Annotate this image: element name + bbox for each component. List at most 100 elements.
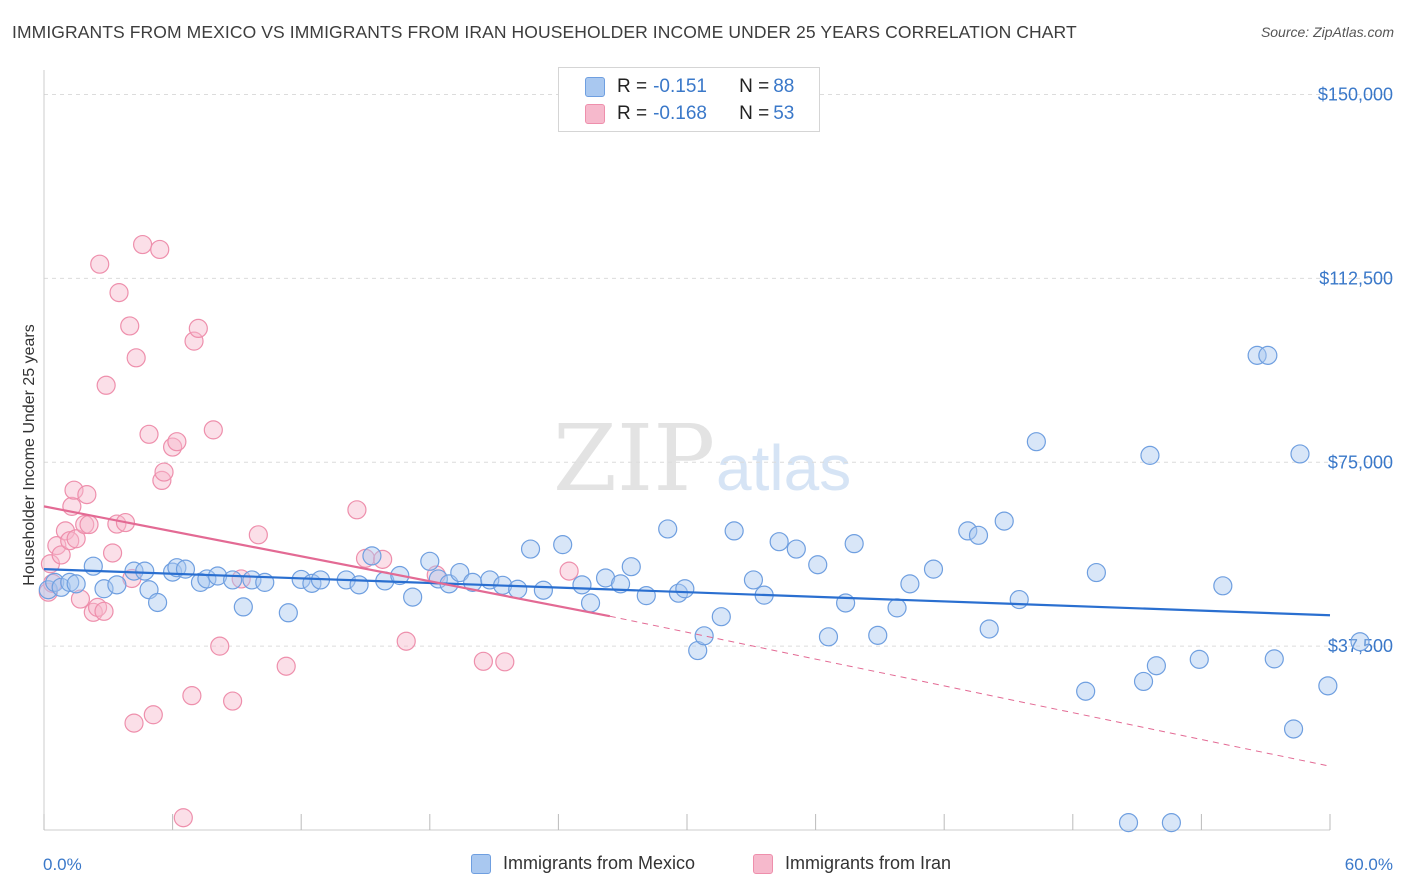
correlation-legend: R = -0.151 N = 88 R = -0.168 N = 53 [558,67,820,132]
zipatlas-watermark: ZIP atlas [553,405,851,512]
mexico-point [1189,649,1209,669]
iran-point [150,239,170,260]
watermark-atlas: atlas [716,432,851,504]
mexico-point [923,559,944,579]
iran-trend-extension [609,615,1331,767]
mexico-point [979,619,999,639]
legend-item-mexico: Immigrants from Mexico [471,853,695,874]
iran-point [248,525,268,545]
iran-point [373,549,393,569]
iran-point [120,316,140,336]
iran-point [96,375,116,395]
iran-legend-swatch [753,853,773,874]
mexico-point [135,561,155,581]
mexico-point [107,575,127,595]
mexico-point [743,570,764,590]
mexico-point [1213,576,1233,596]
axes [43,70,1331,831]
series-legend: Immigrants from Mexico Immigrants from I… [0,851,1406,877]
iran-point [203,420,223,440]
iran-point [347,500,367,520]
mexico-point [1086,562,1106,583]
iran-point [495,652,515,672]
x-tick-labels: 0.0% 60.0% [43,855,1393,874]
iran-point [55,521,76,541]
mexico-point [1133,671,1154,692]
iran-point [184,331,204,351]
y-tick-label: $75,000 [1328,452,1393,472]
iran-point [143,705,163,725]
mexico-point [450,562,470,583]
iran-point [188,318,208,338]
mexico-point [1009,589,1029,610]
iran-point [173,808,193,828]
mexico-point [887,598,907,618]
n-value-mexico: 88 [773,76,795,97]
iran-point [126,348,146,368]
legend-label-mexico: Immigrants from Mexico [503,853,696,873]
y-tick-labels: $37,500 $75,000 $112,500 $150,000 [1318,85,1393,657]
mexico-point [1264,649,1284,669]
iran-point [167,432,187,452]
iran-point [473,651,493,671]
legend-item-iran: Immigrants from Iran [753,853,951,874]
n-label: N = [739,103,770,124]
mexico-point [572,575,592,595]
iran-point [276,656,296,676]
mexico-point [658,519,678,539]
iran-point [102,543,123,563]
r-label: R = [617,76,648,97]
source-label: Source: ZipAtlas.com [1260,24,1394,40]
r-value-mexico: -0.151 [653,76,707,97]
iran-point [75,514,95,535]
iran-point [47,536,67,556]
iran-point [139,424,159,444]
watermark-zip: ZIP [553,405,715,512]
x-tick-label-min: 0.0% [43,855,82,874]
y-tick-label: $150,000 [1318,85,1393,105]
iran-point [51,545,71,565]
chart-title: IMMIGRANTS FROM MEXICO VS IMMIGRANTS FRO… [12,22,1077,42]
mexico-point [769,532,789,552]
mexico-point [610,574,631,594]
n-label: N = [739,76,770,97]
r-label: R = [617,103,648,124]
mexico-point [349,575,369,595]
iran-trend-line [43,505,611,618]
mexico-point [1140,445,1160,465]
mexico-point [724,521,744,541]
mexico-point [1350,632,1370,652]
r-value-iran: -0.168 [653,103,707,124]
iran-points [38,234,579,828]
iran-point [66,529,86,549]
mexico-point [1076,681,1096,701]
iran-point [223,691,243,711]
iran-point [210,636,230,656]
iran-point [124,713,144,733]
mexico-point [533,580,553,600]
mexico-point [66,574,86,594]
mexico-point [958,521,978,541]
mexico-point [580,593,601,613]
iran-swatch [585,104,605,124]
y-tick-label: $112,500 [1319,268,1393,288]
grid-lines [44,94,1392,647]
mexico-point [1161,813,1181,833]
mexico-point [520,539,541,559]
iran-point [64,480,84,500]
mexico-point [711,607,731,627]
iran-point [77,485,97,505]
mexico-point [233,597,253,617]
mexico-point [362,546,382,566]
mexico-point [1290,444,1310,464]
iran-point [70,589,91,609]
mexico-legend-swatch [471,853,491,874]
x-tick-label-max: 60.0% [1345,855,1393,874]
iran-point [396,631,416,651]
mexico-point [420,551,440,571]
iran-point [79,514,99,535]
mexico-point [675,579,695,599]
mexico-trend-line [43,568,1331,617]
mexico-point [278,603,298,623]
